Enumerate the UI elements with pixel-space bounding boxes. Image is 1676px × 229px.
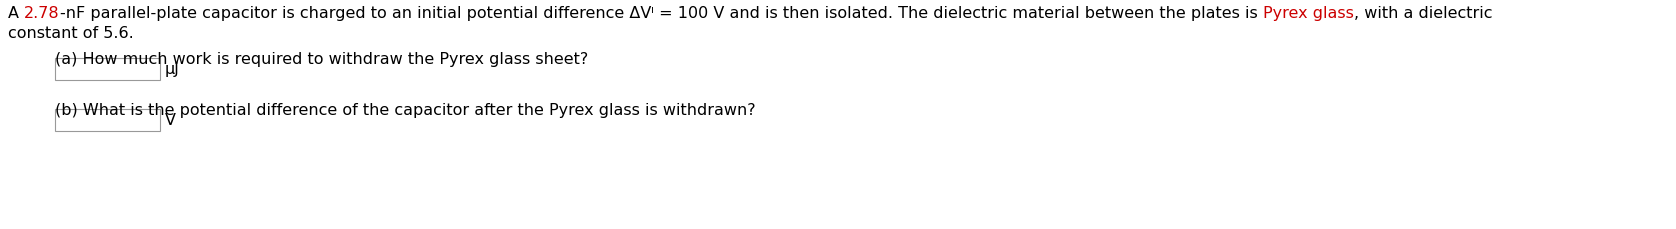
Text: ᴵ: ᴵ <box>650 6 654 21</box>
FancyBboxPatch shape <box>55 109 159 131</box>
Text: (b) What is the potential difference of the capacitor after the Pyrex glass is w: (b) What is the potential difference of … <box>55 103 756 117</box>
Text: constant of 5.6.: constant of 5.6. <box>8 26 134 41</box>
Text: , with a dielectric: , with a dielectric <box>1354 6 1492 21</box>
Text: -nF parallel-plate capacitor is charged to an initial potential difference ΔV: -nF parallel-plate capacitor is charged … <box>60 6 650 21</box>
FancyBboxPatch shape <box>55 58 159 80</box>
Text: μJ: μJ <box>164 62 179 77</box>
Text: 2.78: 2.78 <box>23 6 60 21</box>
Text: A: A <box>8 6 23 21</box>
Text: = 100 V and is then isolated. The dielectric material between the plates is: = 100 V and is then isolated. The dielec… <box>654 6 1264 21</box>
Text: V: V <box>164 113 176 128</box>
Text: Pyrex glass: Pyrex glass <box>1264 6 1354 21</box>
Text: (a) How much work is required to withdraw the Pyrex glass sheet?: (a) How much work is required to withdra… <box>55 52 588 66</box>
